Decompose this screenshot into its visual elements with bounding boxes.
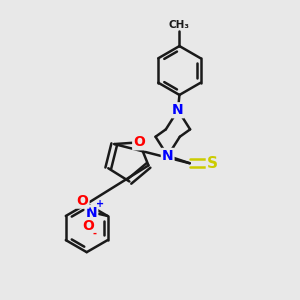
- Text: O: O: [76, 194, 88, 208]
- Text: S: S: [207, 156, 218, 171]
- Text: N: N: [162, 149, 173, 163]
- Text: N: N: [85, 206, 97, 220]
- Text: O: O: [82, 219, 94, 233]
- Text: +: +: [96, 200, 104, 209]
- Text: CH₃: CH₃: [169, 20, 190, 30]
- Text: -: -: [93, 229, 97, 239]
- Text: N: N: [172, 103, 184, 117]
- Text: O: O: [133, 135, 145, 149]
